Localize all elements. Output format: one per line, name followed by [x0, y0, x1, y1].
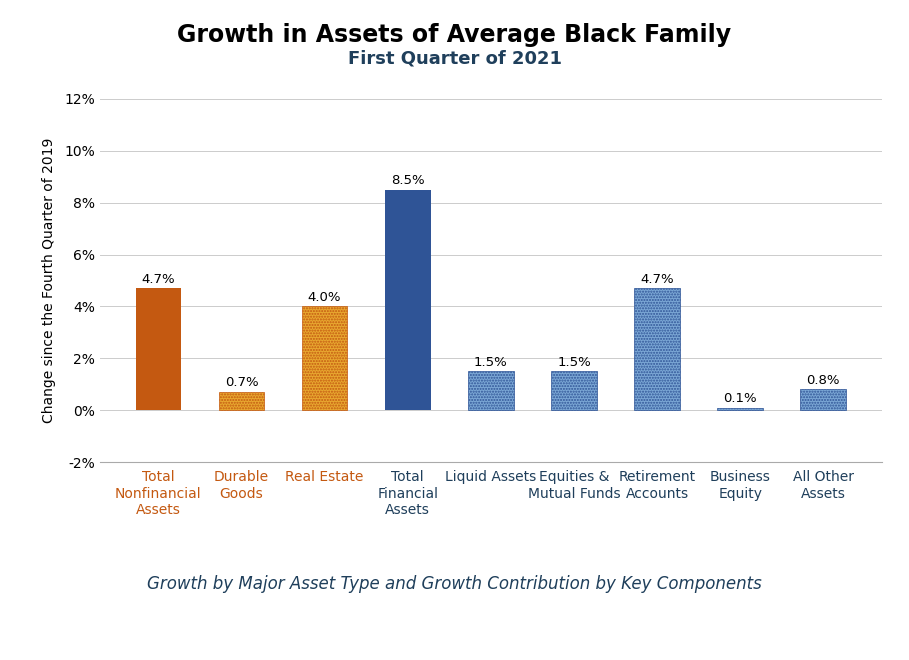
Text: 4.7%: 4.7% [142, 273, 175, 286]
Text: St. Louis: St. Louis [149, 632, 199, 645]
Text: 1.5%: 1.5% [474, 356, 508, 369]
Text: Growth in Assets of Average Black Family: Growth in Assets of Average Black Family [177, 23, 732, 47]
Y-axis label: Change since the Fourth Quarter of 2019: Change since the Fourth Quarter of 2019 [42, 138, 56, 423]
Text: 8.5%: 8.5% [391, 174, 425, 187]
Bar [219, 392, 265, 410]
Text: 0.1%: 0.1% [724, 392, 757, 405]
Text: of: of [134, 632, 145, 645]
Bar [801, 389, 846, 410]
Bar [302, 306, 347, 410]
Text: 0.7%: 0.7% [225, 376, 258, 389]
Text: Federal Reserve Bank: Federal Reserve Bank [11, 632, 143, 645]
Bar [135, 288, 181, 410]
Text: 1.5%: 1.5% [557, 356, 591, 369]
Text: First Quarter of 2021: First Quarter of 2021 [347, 50, 562, 67]
Text: 0.8%: 0.8% [806, 374, 840, 387]
Bar [717, 407, 763, 410]
Bar [634, 288, 680, 410]
Bar [385, 189, 431, 410]
Text: 4.0%: 4.0% [308, 291, 342, 304]
Bar [551, 371, 597, 410]
Bar [468, 371, 514, 410]
Text: Growth by Major Asset Type and Growth Contribution by Key Components: Growth by Major Asset Type and Growth Co… [147, 575, 762, 593]
Text: 4.7%: 4.7% [640, 273, 674, 286]
